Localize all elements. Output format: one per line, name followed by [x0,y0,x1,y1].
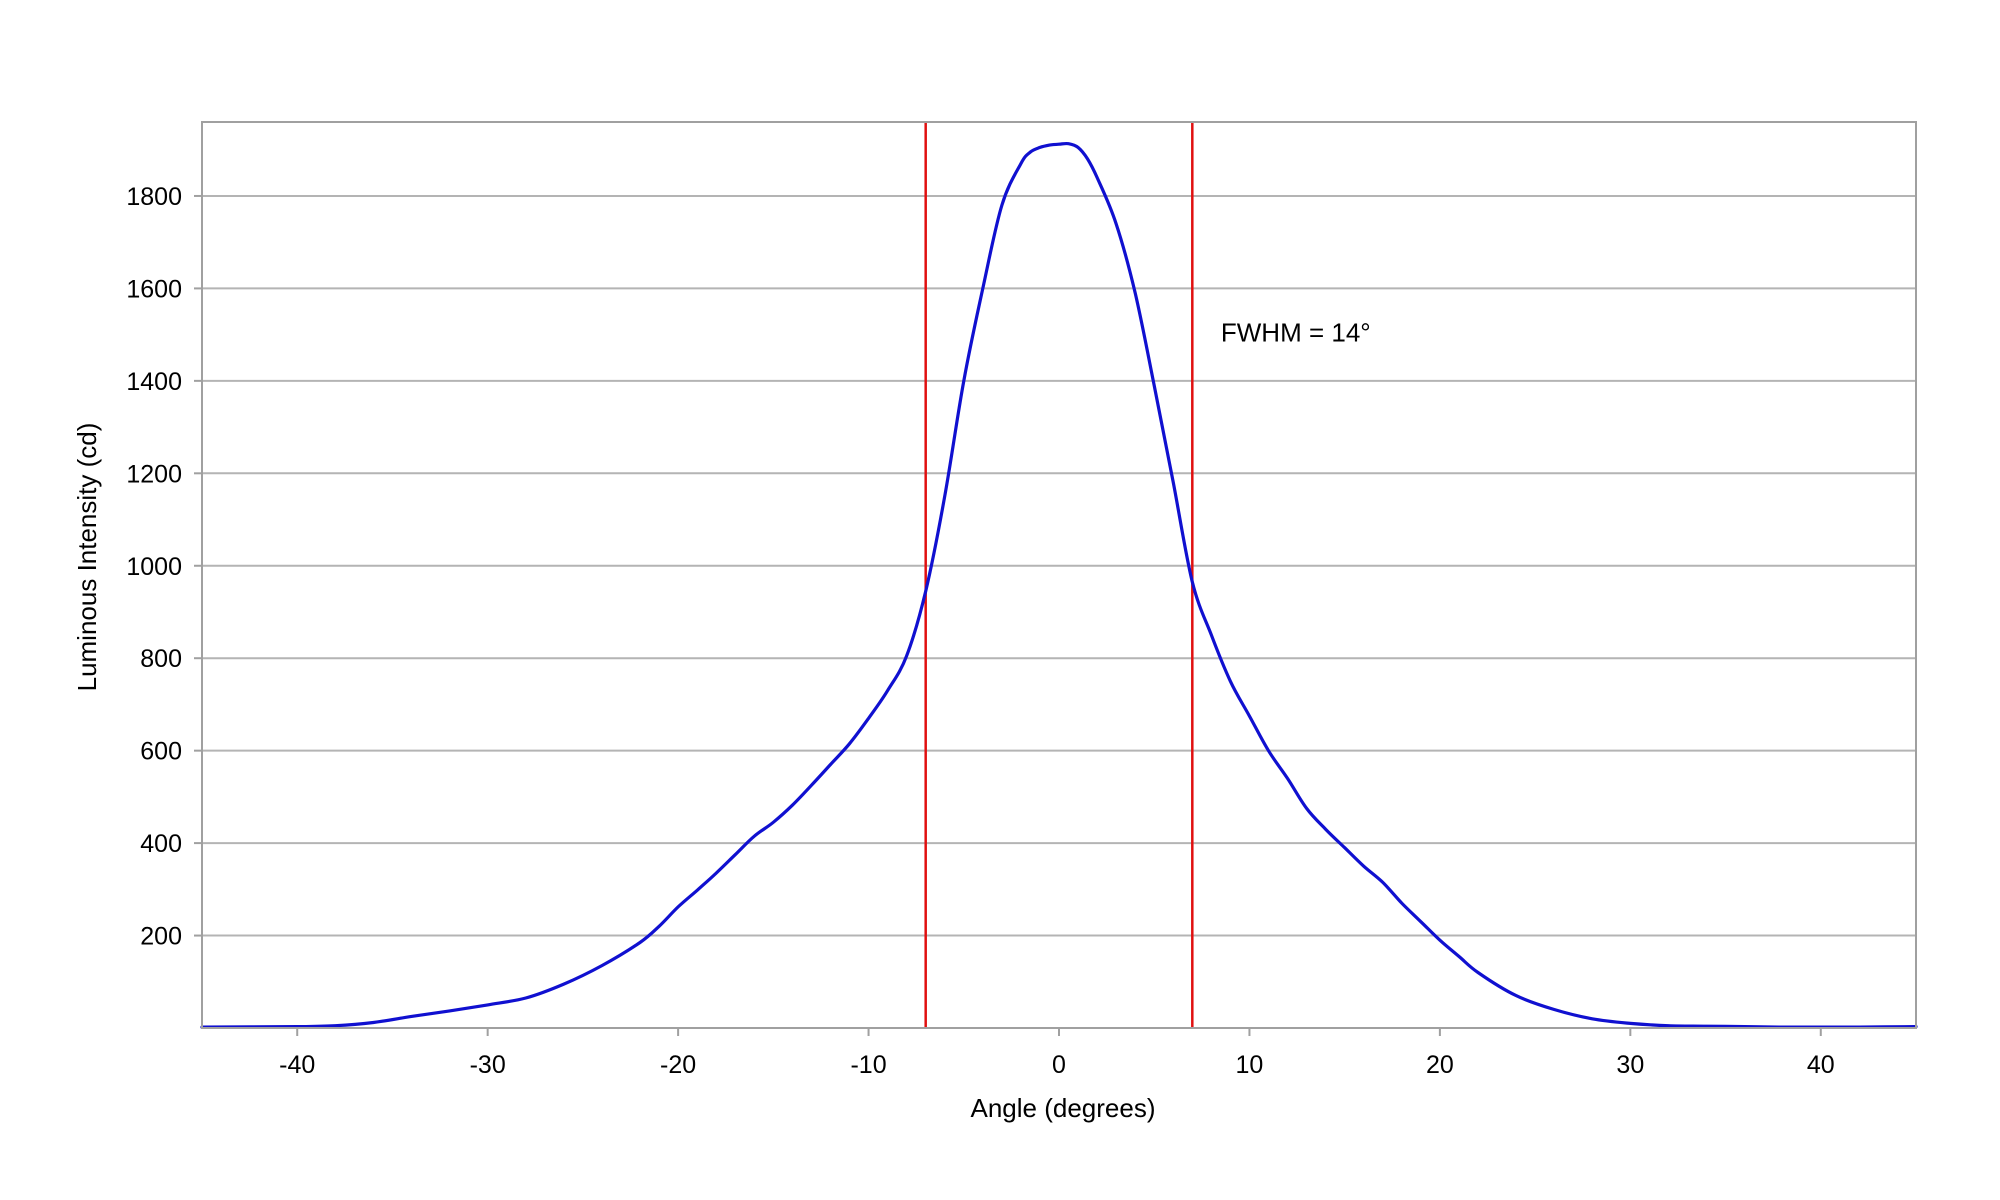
y-axis-ticks: 200 400 600 800 1000 1200 1400 1600 1800 [126,183,202,951]
x-tick-label: 40 [1807,1051,1835,1079]
intensity-curve [200,141,1918,1029]
x-axis-ticks: -40 -30 -20 -10 0 10 20 30 40 [279,1028,1835,1079]
fwhm-annotation: FWHM = 14° [1221,317,1371,347]
x-tick-label: -20 [660,1051,696,1079]
x-axis-label: Angle (degrees) [971,1093,1156,1123]
y-tick-label: 1200 [126,460,182,488]
y-tick-label: 600 [140,738,182,766]
y-tick-label: 1000 [126,553,182,581]
x-tick-label: 0 [1052,1051,1066,1079]
y-tick-label: 1800 [126,183,182,211]
grid-lines [202,194,1916,937]
x-tick-label: 20 [1426,1051,1454,1079]
y-tick-label: 1400 [126,368,182,396]
fwhm-markers [924,122,1194,1028]
x-tick-label: 30 [1616,1051,1644,1079]
x-tick-label: -40 [279,1051,315,1079]
plot-frame [201,121,1917,1029]
x-tick-label: -30 [470,1051,506,1079]
y-tick-label: 1600 [126,275,182,303]
y-tick-label: 200 [140,923,182,951]
x-tick-label: -10 [850,1051,886,1079]
x-tick-label: 10 [1236,1051,1264,1079]
y-tick-label: 400 [140,830,182,858]
y-tick-label: 800 [140,645,182,673]
y-axis-label: Luminous Intensity (cd) [72,423,102,692]
